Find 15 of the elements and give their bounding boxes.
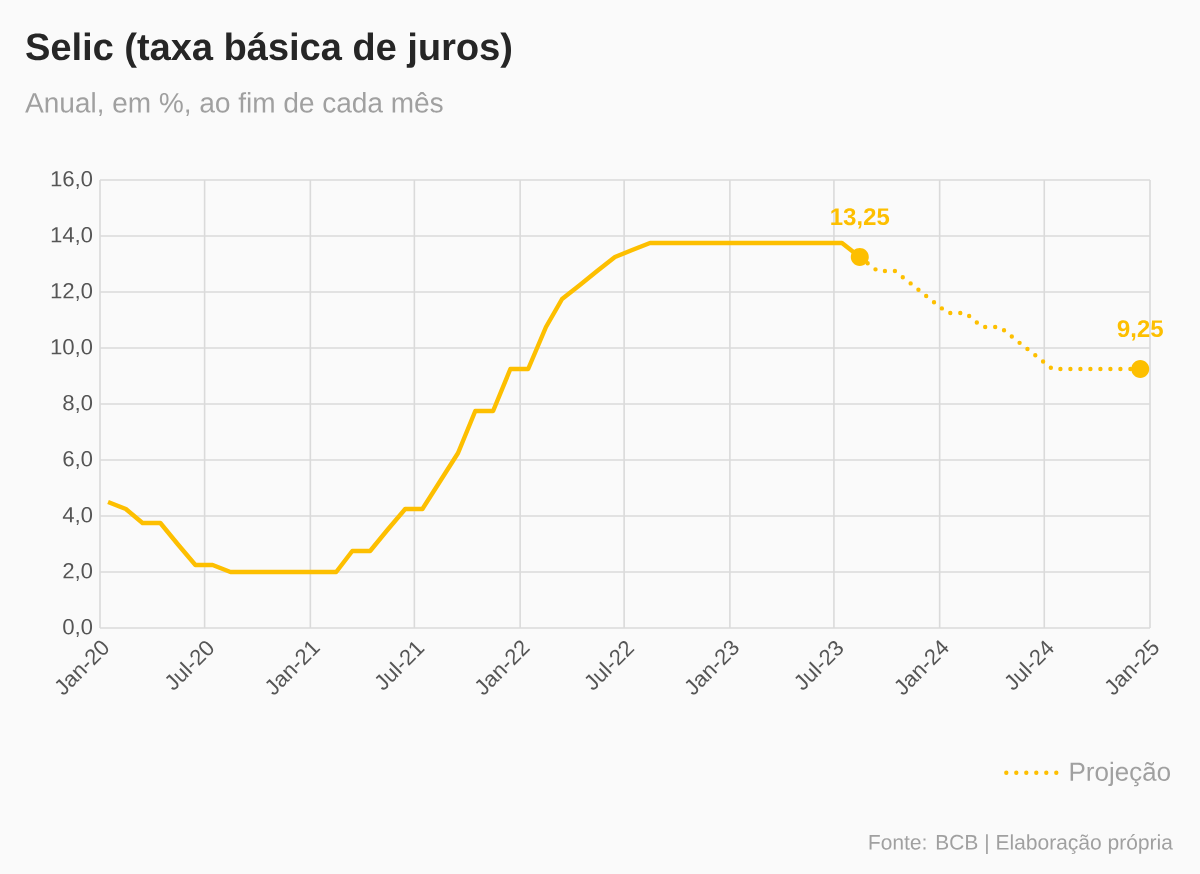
y-tick-label: 2,0 — [63, 562, 93, 582]
annotation: 9,25 — [1117, 320, 1163, 341]
y-tick-label: 6,0 — [63, 450, 93, 470]
y-tick-label: 10,0 — [51, 338, 93, 358]
y-tick-label: 16,0 — [51, 170, 93, 190]
y-tick-label: 12,0 — [51, 282, 93, 302]
y-tick-label: 14,0 — [51, 226, 93, 246]
y-tick-label: 8,0 — [63, 394, 93, 414]
source-note: Fonte: BCB | Elaboração própria — [869, 834, 1173, 854]
legend-label: Projeção — [1070, 761, 1170, 787]
chart-title: Selic (taxa básica de juros) — [26, 32, 512, 68]
y-tick-label: 4,0 — [62, 506, 93, 526]
annotation: 13,25 — [831, 208, 890, 229]
y-tick-label: 0,0 — [63, 618, 93, 638]
chart-subtitle: Anual, em %, ao fim de cada mês — [25, 92, 443, 116]
